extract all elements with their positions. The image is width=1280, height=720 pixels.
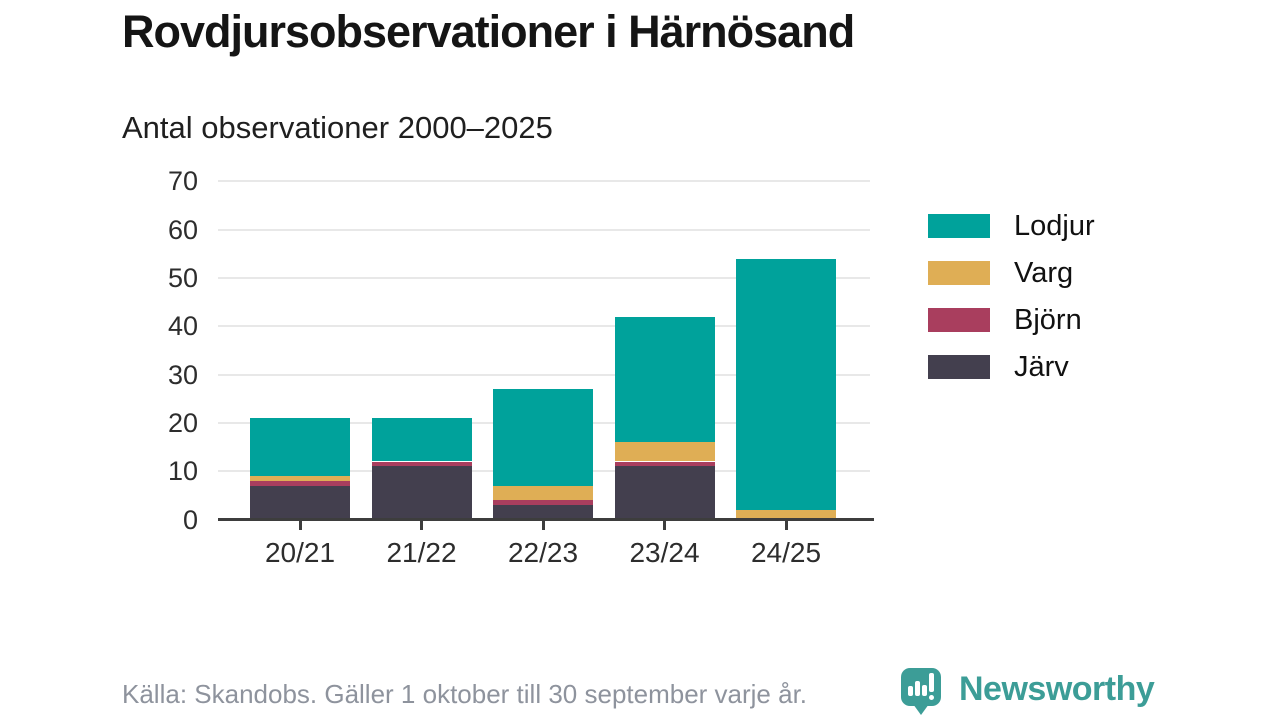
y-axis-label: 70 xyxy=(167,166,198,197)
bar-segment-järv-20-21 xyxy=(250,485,350,520)
x-axis-line xyxy=(218,517,874,521)
bar-segment-björn-20-21 xyxy=(250,480,350,486)
gridline xyxy=(218,228,870,231)
x-axis-label: 23/24 xyxy=(629,537,700,568)
gridline xyxy=(218,180,870,183)
exclamation-bar xyxy=(929,673,934,692)
x-axis-tick xyxy=(663,521,666,530)
y-axis-label: 10 xyxy=(167,456,198,487)
legend-item-lodjur: Lodjur xyxy=(928,210,1095,242)
x-axis-tick xyxy=(784,521,788,530)
bar-segment-lodjur-24-25 xyxy=(736,258,836,510)
y-axis-label: 30 xyxy=(167,359,198,390)
bar-segment-varg-24-25 xyxy=(736,509,836,520)
y-axis-label: 20 xyxy=(167,407,198,438)
newsworthy-wordmark: Newsworthy xyxy=(959,670,1155,708)
y-axis-label: 40 xyxy=(167,311,198,342)
bar-segment-lodjur-20-21 xyxy=(250,418,350,476)
legend-item-björn: Björn xyxy=(928,304,1095,336)
speech-bubble-tail xyxy=(913,704,929,715)
bar-segment-järv-22-23 xyxy=(493,505,593,520)
x-axis-tick xyxy=(420,521,423,530)
newsworthy-logo: Newsworthy xyxy=(901,666,1161,720)
bar-segment-björn-23-24 xyxy=(614,461,715,467)
bar-segment-lodjur-23-24 xyxy=(614,316,715,443)
legend-swatch-björn xyxy=(928,308,990,332)
legend-item-varg: Varg xyxy=(928,257,1095,289)
bar-segment-björn-22-23 xyxy=(493,500,593,505)
legend-swatch-järv xyxy=(928,355,990,379)
legend-swatch-lodjur xyxy=(928,214,990,238)
legend-label: Varg xyxy=(1014,256,1074,289)
bar-segment-järv-23-24 xyxy=(614,466,715,520)
bar-segment-varg-22-23 xyxy=(493,485,593,501)
gridline xyxy=(218,373,870,376)
x-axis-label: 24/25 xyxy=(750,537,822,568)
legend-label: Järv xyxy=(1014,350,1069,383)
chart-subtitle: Antal observationer 2000–2025 xyxy=(122,110,553,145)
legend-label: Björn xyxy=(1014,303,1082,336)
mini-bar-3 xyxy=(922,685,927,696)
mini-bar-1 xyxy=(908,686,913,696)
source-note: Källa: Skandobs. Gäller 1 oktober till 3… xyxy=(122,679,808,709)
x-axis-tick xyxy=(541,521,545,530)
x-axis-label: 20/21 xyxy=(264,537,336,568)
newsworthy-bubble-chart-icon xyxy=(901,668,943,718)
bar-segment-lodjur-21-22 xyxy=(371,418,472,462)
mini-bar-2 xyxy=(915,681,920,696)
y-axis-label: 50 xyxy=(167,262,198,293)
gridline xyxy=(218,325,870,328)
x-axis-label: 21/22 xyxy=(386,537,457,568)
bar-segment-lodjur-22-23 xyxy=(493,389,593,486)
bar-segment-varg-20-21 xyxy=(250,476,350,481)
x-axis-tick xyxy=(298,521,302,530)
y-axis-label: 0 xyxy=(182,504,198,535)
y-axis-label: 60 xyxy=(167,214,198,245)
legend-swatch-varg xyxy=(928,261,990,285)
x-axis-label: 22/23 xyxy=(507,537,579,568)
bar-segment-varg-23-24 xyxy=(614,442,715,462)
bar-segment-björn-21-22 xyxy=(371,461,472,467)
legend: Lodjur Varg Björn Järv xyxy=(928,210,1095,402)
gridline xyxy=(218,276,870,279)
legend-label: Lodjur xyxy=(1014,209,1095,242)
speech-bubble-shape xyxy=(901,668,941,706)
exclamation-dot xyxy=(929,695,934,700)
chart-title: Rovdjursobservationer i Härnösand xyxy=(122,6,855,57)
legend-item-järv: Järv xyxy=(928,351,1095,383)
bar-segment-järv-21-22 xyxy=(371,466,472,520)
